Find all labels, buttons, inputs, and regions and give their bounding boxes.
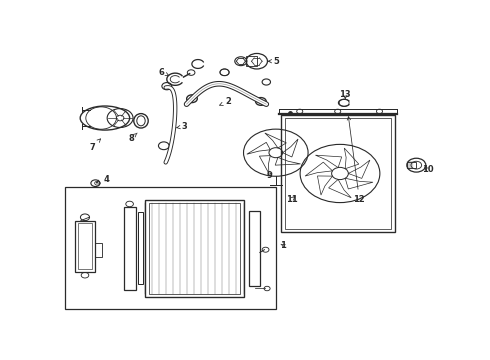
Bar: [281, 115, 394, 232]
Text: 11: 11: [286, 195, 297, 204]
Bar: [123, 207, 136, 290]
Bar: [246, 56, 257, 66]
Text: 4: 4: [96, 175, 109, 184]
Bar: [96, 243, 102, 257]
Bar: [138, 212, 143, 284]
Text: 3: 3: [176, 122, 188, 131]
Bar: [65, 187, 276, 309]
Text: 8: 8: [129, 133, 137, 143]
Text: 2: 2: [220, 97, 231, 106]
Text: 12: 12: [347, 117, 365, 204]
Bar: [249, 211, 260, 286]
Text: 10: 10: [422, 165, 434, 174]
Text: 6: 6: [159, 68, 169, 77]
Bar: [285, 118, 391, 229]
Bar: [148, 203, 240, 294]
Text: 7: 7: [90, 139, 100, 152]
Text: 13: 13: [340, 90, 351, 99]
Bar: [407, 162, 416, 168]
Bar: [74, 221, 96, 272]
Bar: [145, 200, 244, 297]
Text: 9: 9: [267, 171, 272, 180]
Bar: [77, 223, 93, 269]
Text: 5: 5: [269, 57, 279, 66]
Text: 1: 1: [280, 241, 286, 250]
